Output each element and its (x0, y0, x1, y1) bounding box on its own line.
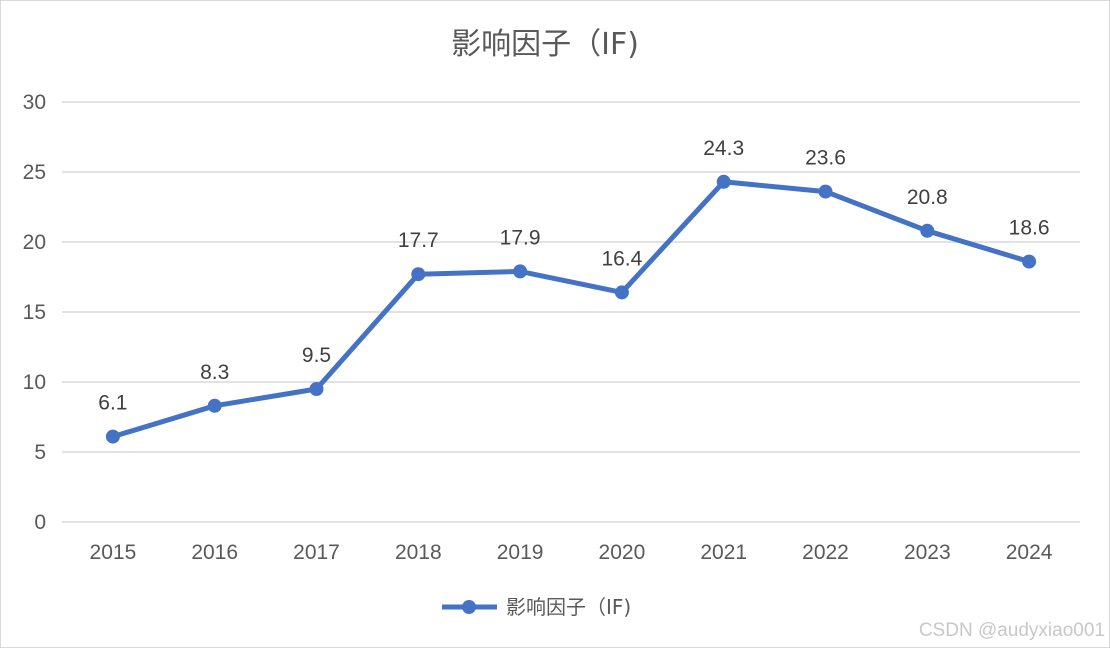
data-label: 23.6 (805, 147, 846, 170)
y-tick-label: 0 (34, 511, 46, 534)
series-line (110, 179, 1032, 440)
data-labels: 6.1 8.3 9.5 17.7 17.9 16.4 24.3 23.6 20.8 18.6 (98, 137, 1049, 415)
y-tick-label: 15 (23, 301, 46, 324)
y-tick-label: 5 (34, 441, 46, 464)
data-label: 24.3 (703, 137, 744, 160)
data-label: 8.3 (200, 361, 229, 384)
data-point[interactable] (920, 223, 935, 238)
data-point[interactable] (818, 184, 833, 199)
legend-label: 影响因子（IF) (506, 595, 631, 619)
x-axis-ticks: 2015 2016 2017 2018 2019 2020 2021 2022 2023 2024 (90, 541, 1053, 564)
series-layer (105, 174, 1037, 444)
x-tick-label: 2019 (497, 541, 544, 564)
x-tick-label: 2018 (395, 541, 442, 564)
y-tick-label: 30 (23, 91, 46, 114)
data-label: 6.1 (98, 392, 127, 415)
x-tick-label: 2017 (293, 541, 340, 564)
y-tick-label: 20 (23, 231, 46, 254)
data-point[interactable] (105, 429, 120, 444)
legend[interactable]: 影响因子（IF) (442, 595, 631, 619)
legend-dot-marker (462, 600, 476, 614)
x-tick-label: 2023 (904, 541, 951, 564)
data-point[interactable] (614, 285, 629, 300)
data-point[interactable] (716, 174, 731, 189)
data-point[interactable] (513, 264, 528, 279)
x-tick-label: 2015 (90, 541, 137, 564)
x-tick-label: 2020 (599, 541, 646, 564)
data-point[interactable] (1022, 254, 1037, 269)
data-point[interactable] (207, 398, 222, 413)
data-point[interactable] (411, 267, 426, 282)
data-point[interactable] (309, 382, 324, 396)
y-tick-label: 25 (23, 161, 46, 184)
chart-title: 影响因子（IF) (451, 27, 639, 62)
watermark: CSDN @audyxiao001 (919, 620, 1105, 641)
data-label: 16.4 (601, 247, 642, 270)
x-tick-label: 2024 (1006, 541, 1053, 564)
data-label: 20.8 (907, 186, 948, 209)
y-axis-ticks: 0 5 10 15 20 25 30 (23, 91, 46, 534)
grid-lines (62, 101, 1080, 523)
y-tick-label: 10 (23, 371, 46, 394)
data-label: 9.5 (302, 344, 331, 367)
x-tick-label: 2016 (191, 541, 238, 564)
x-tick-label: 2021 (700, 541, 747, 564)
data-label: 18.6 (1009, 217, 1050, 240)
data-label: 17.9 (500, 226, 541, 249)
data-label: 17.7 (398, 229, 439, 252)
x-tick-label: 2022 (802, 541, 849, 564)
